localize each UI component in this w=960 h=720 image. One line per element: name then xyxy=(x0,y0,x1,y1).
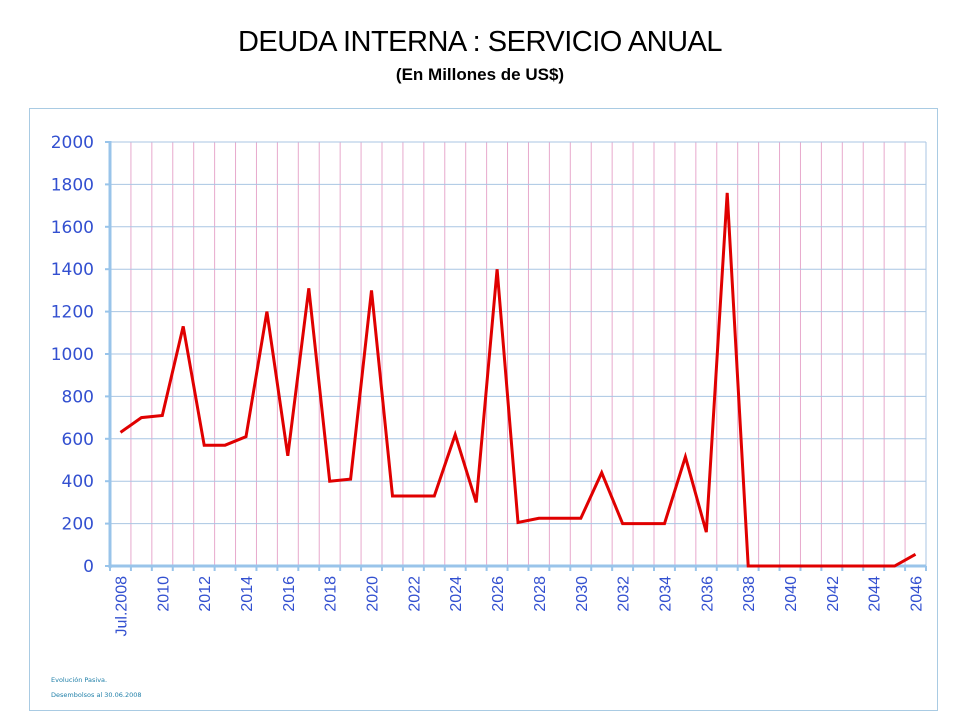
x-tick-label: 2018 xyxy=(323,576,340,612)
chart-subtitle: (En Millones de US$) xyxy=(395,65,565,84)
x-tick-labels: Jul.2008 2010 2012 2014 2016 2018 2020 2022 2024… xyxy=(113,576,925,637)
x-tick-label: 2026 xyxy=(490,576,507,612)
footnote-desembolsos: Desembolsos al 30.06.2008 xyxy=(51,691,142,699)
x-tick-label: 2030 xyxy=(574,576,591,612)
x-tick-label: 2028 xyxy=(532,576,549,612)
x-tick-label: 2014 xyxy=(239,576,256,612)
x-tick-label: 2042 xyxy=(825,576,842,612)
y-tick-label: 1400 xyxy=(51,260,94,280)
horizontal-gridlines xyxy=(110,141,926,525)
x-tick-label: 2010 xyxy=(155,576,172,612)
x-tick-label: 2012 xyxy=(197,576,214,612)
x-tick-label: 2022 xyxy=(406,576,423,612)
y-tick-label: 1800 xyxy=(51,175,94,195)
y-tick-labels: 0 200 400 600 800 1000 1200 1400 1600 1800 2000 xyxy=(51,133,94,577)
x-tick-label: 2040 xyxy=(783,576,800,612)
y-tick-label: 400 xyxy=(62,472,94,492)
y-tick-label: 1000 xyxy=(51,345,94,365)
y-tick-label: 0 xyxy=(83,557,94,577)
y-tick-label: 200 xyxy=(62,515,94,535)
x-tick-label: Jul.2008 xyxy=(113,576,130,637)
y-tick-label: 800 xyxy=(62,387,94,407)
y-tick-label: 600 xyxy=(62,430,94,450)
y-tick-label: 1600 xyxy=(51,218,94,238)
chart-frame xyxy=(29,108,938,711)
series-line xyxy=(119,192,917,568)
x-tick-label: 2020 xyxy=(365,576,382,612)
chart-title: DEUDA INTERNA : SERVICIO ANUAL xyxy=(237,26,723,58)
x-tick-label: 2046 xyxy=(909,576,926,612)
footnote-evolucion: Evolución Pasiva. xyxy=(51,676,108,684)
x-tick-label: 2038 xyxy=(741,576,758,612)
y-tick-label: 1200 xyxy=(51,303,94,323)
x-tick-label: 2044 xyxy=(867,576,884,612)
x-tick-label: 2036 xyxy=(699,576,716,612)
x-tick-label: 2034 xyxy=(657,576,674,612)
series-lines xyxy=(119,192,917,568)
x-tick-label: 2024 xyxy=(448,576,465,612)
x-tick-label: 2032 xyxy=(616,576,633,612)
x-tick-label: 2016 xyxy=(281,576,298,612)
y-tick-label: 2000 xyxy=(51,133,94,153)
